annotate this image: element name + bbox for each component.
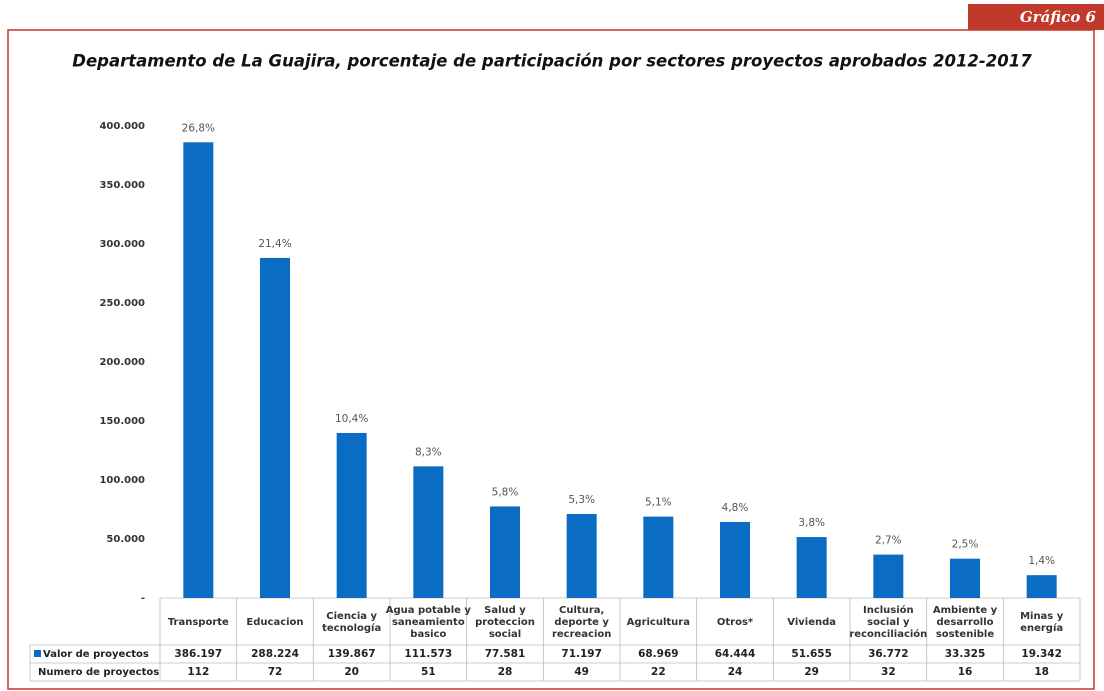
- bar: [796, 537, 827, 598]
- value-cell: 111.573: [404, 648, 452, 660]
- y-tick-label: 200.000: [99, 357, 145, 368]
- count-cell: 49: [574, 666, 589, 678]
- value-cell: 64.444: [715, 648, 756, 660]
- y-tick-label: 100.000: [99, 475, 145, 486]
- x-tick-label: Agricultura: [627, 617, 690, 628]
- count-cell: 22: [651, 666, 666, 678]
- bar: [260, 257, 290, 598]
- bar: [1026, 575, 1057, 598]
- value-cell: 288.224: [251, 648, 299, 660]
- count-cell: 20: [344, 666, 359, 678]
- count-cell: 32: [881, 666, 896, 678]
- x-tick-label: Educacion: [246, 617, 303, 628]
- count-cell: 72: [268, 666, 283, 678]
- percentage-label: 3,8%: [798, 517, 825, 529]
- value-cell: 77.581: [485, 648, 526, 660]
- percentage-label: 21,4%: [258, 238, 291, 250]
- bar: [873, 554, 904, 598]
- bar: [183, 142, 214, 598]
- value-cell: 68.969: [638, 648, 679, 660]
- count-cell: 16: [958, 666, 973, 678]
- badge-bg: [968, 4, 1104, 30]
- bar: [336, 432, 367, 598]
- y-tick-label: 150.000: [99, 416, 145, 427]
- chart-title: Departamento de La Guajira, porcentaje d…: [72, 52, 1032, 71]
- x-tick-label: Otros*: [717, 617, 754, 628]
- frame: [7, 29, 1095, 690]
- x-tick-label: Vivienda: [787, 617, 836, 628]
- x-tick-label: Agua potable y saneamiento basico: [386, 605, 472, 640]
- value-cell: 386.197: [174, 648, 222, 660]
- count-cell: 29: [804, 666, 819, 678]
- value-cell: 19.342: [1021, 648, 1062, 660]
- bar: [950, 558, 980, 598]
- value-cell: 139.867: [328, 648, 376, 660]
- count-cell: 112: [187, 666, 209, 678]
- row-label: Numero de proyectos: [38, 667, 159, 678]
- bar: [643, 516, 674, 598]
- y-tick-label: 300.000: [99, 239, 145, 250]
- percentage-label: 8,3%: [415, 446, 442, 458]
- value-cell: 33.325: [945, 648, 986, 660]
- legend-label: Valor de proyectos: [43, 649, 149, 660]
- y-tick-label: 350.000: [99, 180, 145, 191]
- percentage-label: 5,3%: [568, 494, 595, 506]
- percentage-label: 2,5%: [952, 539, 979, 551]
- percentage-label: 4,8%: [722, 502, 749, 514]
- y-tick-label: 400.000: [99, 121, 145, 132]
- bar: [490, 506, 520, 598]
- bar: [720, 521, 750, 598]
- bar: [566, 513, 597, 598]
- percentage-label: 5,1%: [645, 497, 672, 509]
- x-tick-label: Salud y proteccion social: [475, 605, 535, 640]
- count-cell: 18: [1034, 666, 1049, 678]
- legend-swatch: [34, 650, 41, 657]
- x-tick-label: Transporte: [168, 617, 229, 628]
- value-cell: 71.197: [561, 648, 602, 660]
- bar: [413, 466, 444, 598]
- percentage-label: 10,4%: [335, 413, 368, 425]
- y-tick-label: -: [141, 593, 145, 604]
- percentage-label: 5,8%: [492, 486, 519, 498]
- badge: Gráfico 6: [1020, 8, 1097, 26]
- count-cell: 51: [421, 666, 436, 678]
- y-tick-label: 50.000: [106, 534, 145, 545]
- y-tick-label: 250.000: [99, 298, 145, 309]
- x-tick-label: Ambiente y desarrollo sostenible: [933, 605, 998, 640]
- value-cell: 36.772: [868, 648, 909, 660]
- value-cell: 51.655: [791, 648, 832, 660]
- x-tick-label: Ciencia y tecnología: [322, 611, 381, 634]
- percentage-label: 2,7%: [875, 535, 902, 547]
- count-cell: 28: [498, 666, 513, 678]
- percentage-label: 1,4%: [1028, 555, 1055, 567]
- x-tick-label: Inclusión social y reconciliación: [849, 604, 927, 640]
- count-cell: 24: [728, 666, 743, 678]
- x-tick-label: Minas y energía: [1020, 611, 1064, 634]
- percentage-label: 26,8%: [182, 122, 215, 134]
- x-tick-label: Cultura, deporte y recreacion: [552, 605, 611, 640]
